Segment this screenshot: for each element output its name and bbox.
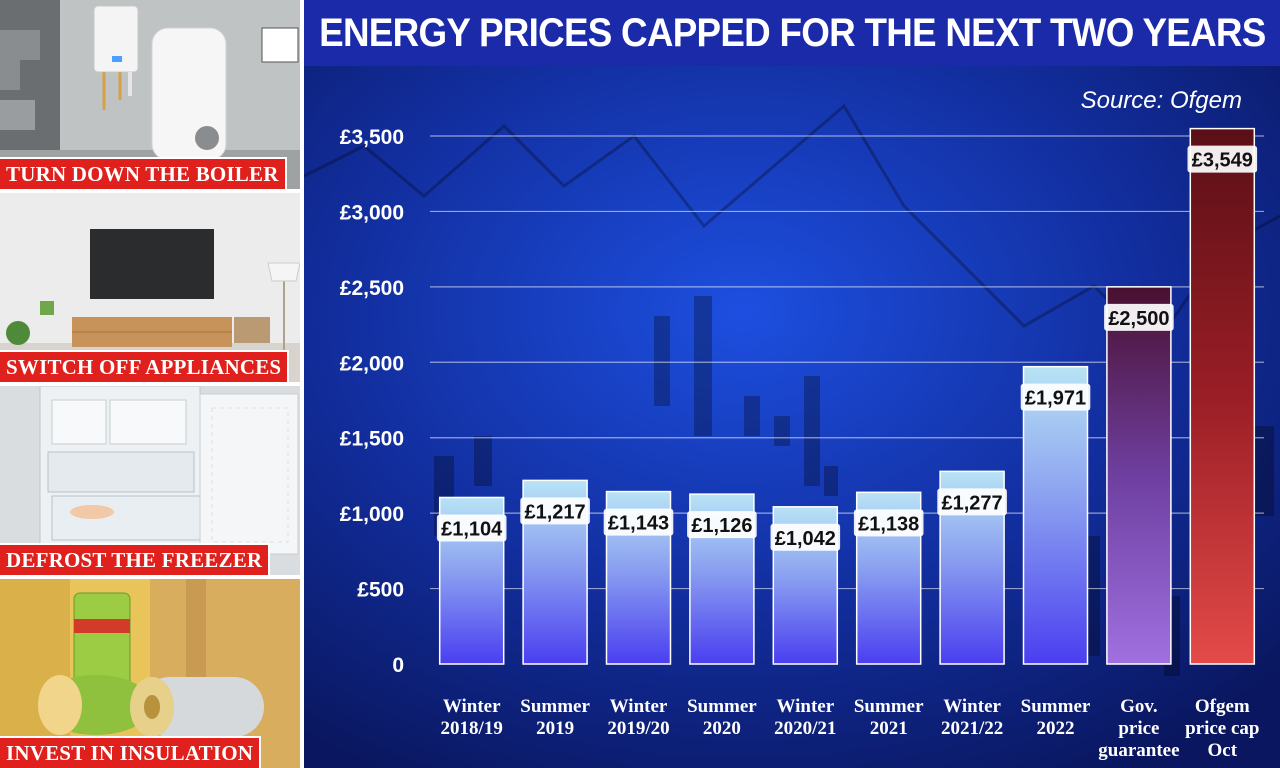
y-tick-label: 0 [392, 654, 404, 677]
panel-caption-freezer: DEFROST THE FREEZER [0, 543, 271, 575]
panel-caption-appliances: SWITCH OFF APPLIANCES [0, 350, 290, 382]
value-label: £1,971 [1020, 383, 1091, 411]
chart-area: ENERGY PRICES CAPPED FOR THE NEXT TWO YE… [304, 0, 1280, 768]
boiler-room-image [0, 0, 300, 189]
value-label: £1,138 [853, 509, 924, 537]
value-label-bg [603, 508, 674, 536]
panel-boiler: TURN DOWN THE BOILER [0, 0, 300, 189]
panel-caption-insulation: INVEST IN INSULATION [0, 736, 262, 768]
x-axis-labels: Winter 2018/19 Summer 2019 Winter 2019/20 Summ… [441, 696, 1260, 761]
chart-title-band: ENERGY PRICES CAPPED FOR THE NEXT TWO YE… [304, 0, 1280, 66]
value-label-bg [1020, 383, 1091, 411]
value-label: £1,104 [436, 514, 507, 542]
value-label-text: £1,277 [942, 492, 1003, 514]
x-category-label: Summer 2022 [1021, 696, 1091, 739]
value-label-text: £1,971 [1025, 388, 1086, 410]
value-label-text: £1,042 [775, 528, 836, 550]
y-tick-label: £3,500 [340, 126, 404, 149]
value-label: £3,549 [1187, 145, 1258, 173]
value-label: £1,042 [770, 523, 841, 551]
y-tick-label: £1,500 [340, 428, 404, 451]
bar [1106, 286, 1172, 665]
value-label-bg [1104, 303, 1174, 331]
value-label-bg [853, 509, 924, 537]
bar [1022, 365, 1089, 665]
panel-appliances: SWITCH OFF APPLIANCES [0, 193, 300, 382]
x-category-label: Summer 2021 [854, 696, 924, 739]
value-label: £1,217 [520, 497, 590, 525]
value-label-text: £2,500 [1108, 308, 1169, 330]
bars [438, 127, 1256, 665]
value-label-bg [937, 488, 1007, 516]
x-category-label: Gov. price guarantee [1098, 696, 1179, 761]
value-label-bg [687, 511, 757, 539]
value-label: £1,143 [603, 508, 674, 536]
x-category-label: Winter 2018/19 [441, 696, 503, 739]
y-tick-label: £1,000 [340, 503, 404, 526]
x-category-label: Summer 2019 [520, 696, 590, 739]
value-labels: £1,104 £1,217 £1,143 £1,126 £1,042 £1,138 £1,2… [436, 145, 1258, 551]
value-label-text: £1,143 [608, 513, 669, 535]
chart-title: ENERGY PRICES CAPPED FOR THE NEXT TWO YE… [318, 10, 1266, 55]
value-label: £1,277 [937, 488, 1007, 516]
y-tick-label: £3,000 [340, 201, 404, 224]
value-label: £1,126 [687, 511, 757, 539]
x-category-label: Winter 2020/21 [774, 696, 836, 739]
panel-freezer: DEFROST THE FREEZER [0, 386, 300, 575]
x-category-label: Winter 2021/22 [941, 696, 1003, 739]
value-label-text: £1,138 [858, 513, 919, 535]
value-label-bg [770, 523, 841, 551]
value-label-text: £1,217 [525, 501, 586, 523]
value-label-text: £3,549 [1192, 150, 1253, 172]
x-category-label: Ofgem price cap Oct [1185, 696, 1259, 761]
value-label-text: £1,126 [691, 515, 752, 537]
panel-insulation: INVEST IN INSULATION [0, 579, 300, 768]
value-label-bg [436, 514, 507, 542]
value-label: £2,500 [1104, 303, 1174, 331]
x-category-label: Winter 2019/20 [607, 696, 669, 739]
panel-caption-boiler: TURN DOWN THE BOILER [0, 157, 287, 189]
y-tick-label: £2,000 [340, 352, 404, 375]
source-note: Source: Ofgem [1081, 87, 1242, 114]
value-label-text: £1,104 [441, 518, 503, 540]
value-label-bg [1187, 145, 1258, 173]
value-label-bg [520, 497, 590, 525]
bar-chart: 0 £500 £1,000 £1,500 £2,000 £2,500 £3,000 £3,50… [304, 66, 1280, 768]
y-tick-label: £2,500 [340, 277, 404, 300]
y-tick-label: £500 [357, 579, 404, 602]
y-axis-ticks: 0 £500 £1,000 £1,500 £2,000 £2,500 £3,000 £3,50… [340, 126, 404, 677]
x-category-label: Summer 2020 [687, 696, 757, 739]
bar [1189, 127, 1256, 665]
